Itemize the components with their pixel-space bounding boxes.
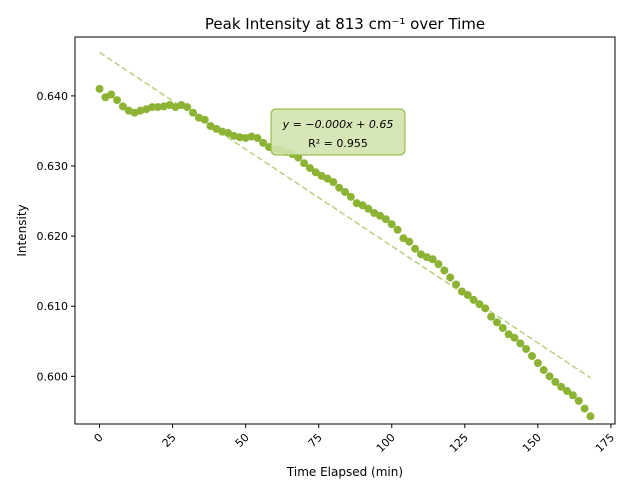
data-point bbox=[551, 377, 560, 386]
x-tick-label: 125 bbox=[447, 431, 471, 455]
y-tick-label: 0.640 bbox=[37, 90, 69, 103]
data-point bbox=[148, 103, 157, 112]
data-point bbox=[311, 168, 320, 177]
data-point bbox=[545, 372, 554, 381]
data-point bbox=[107, 90, 116, 99]
data-point bbox=[428, 255, 437, 264]
data-point bbox=[323, 174, 332, 183]
annotation-equation: y = −0.000x + 0.65 bbox=[282, 118, 394, 131]
data-point bbox=[358, 201, 367, 210]
x-tick-label: 150 bbox=[520, 431, 544, 455]
data-point bbox=[568, 391, 577, 400]
y-axis-label: Intensity bbox=[15, 204, 29, 256]
data-point bbox=[475, 300, 484, 309]
data-point bbox=[364, 204, 373, 213]
data-point bbox=[504, 330, 513, 339]
points-layer bbox=[95, 84, 595, 421]
data-point bbox=[300, 159, 309, 168]
data-point bbox=[341, 187, 349, 196]
y-tick-label: 0.630 bbox=[37, 160, 69, 173]
data-point bbox=[586, 412, 595, 421]
data-point bbox=[516, 339, 525, 348]
data-point bbox=[294, 153, 303, 162]
data-point bbox=[346, 192, 355, 201]
x-axis-label: Time Elapsed (min) bbox=[286, 465, 403, 479]
data-point bbox=[463, 291, 472, 299]
data-point bbox=[200, 115, 209, 124]
fit-annotation: y = −0.000x + 0.65 R² = 0.955 bbox=[270, 108, 406, 156]
data-point bbox=[446, 273, 455, 282]
data-point bbox=[539, 366, 548, 375]
data-point bbox=[235, 133, 244, 142]
data-point bbox=[393, 225, 402, 234]
data-point bbox=[411, 244, 420, 253]
data-point bbox=[387, 220, 396, 229]
data-point bbox=[487, 312, 496, 321]
data-point bbox=[253, 133, 262, 142]
data-point bbox=[528, 351, 537, 360]
data-point bbox=[113, 96, 122, 105]
data-point bbox=[469, 295, 478, 304]
data-point bbox=[510, 333, 519, 342]
data-point bbox=[440, 266, 449, 275]
data-point bbox=[492, 318, 501, 327]
data-point bbox=[522, 344, 531, 353]
annotation-r2: R² = 0.955 bbox=[308, 137, 368, 150]
data-point bbox=[405, 237, 414, 246]
y-axis: 0.600 0.610 0.620 0.630 0.640 bbox=[37, 90, 75, 383]
data-point bbox=[399, 234, 408, 243]
data-point bbox=[452, 280, 461, 289]
data-point bbox=[329, 178, 338, 187]
data-point bbox=[563, 387, 572, 396]
data-point bbox=[95, 84, 104, 93]
x-tick-label: 25 bbox=[160, 431, 179, 450]
fit-line-layer bbox=[99, 51, 591, 379]
data-point bbox=[574, 396, 583, 405]
data-point bbox=[376, 211, 385, 220]
data-point bbox=[557, 382, 566, 391]
y-tick-label: 0.600 bbox=[37, 370, 69, 383]
fit-line bbox=[99, 51, 591, 379]
data-point bbox=[498, 323, 507, 332]
x-tick-label: 50 bbox=[233, 431, 252, 450]
data-point bbox=[434, 260, 443, 269]
data-point bbox=[457, 287, 466, 296]
annotation-box bbox=[270, 108, 406, 156]
data-point bbox=[305, 164, 314, 173]
x-tick-label: 175 bbox=[593, 431, 617, 455]
y-tick-label: 0.620 bbox=[37, 230, 69, 243]
data-point bbox=[118, 102, 127, 111]
x-tick-label: 0 bbox=[92, 431, 106, 445]
data-point bbox=[189, 108, 198, 117]
plot-frame bbox=[74, 36, 616, 425]
data-point bbox=[381, 215, 390, 224]
x-tick-label: 75 bbox=[306, 431, 325, 450]
data-point bbox=[259, 138, 268, 147]
y-tick-label: 0.610 bbox=[37, 300, 69, 313]
x-axis: 0 25 50 75 100 125 150 175 bbox=[92, 424, 617, 455]
data-point bbox=[481, 304, 490, 313]
chart-title: Peak Intensity at 813 cm⁻¹ over Time bbox=[205, 15, 485, 33]
x-tick-label: 100 bbox=[374, 431, 398, 455]
data-point bbox=[335, 183, 344, 192]
data-point bbox=[183, 103, 192, 112]
data-point bbox=[533, 359, 542, 368]
data-point bbox=[580, 404, 589, 413]
data-point bbox=[153, 103, 162, 112]
